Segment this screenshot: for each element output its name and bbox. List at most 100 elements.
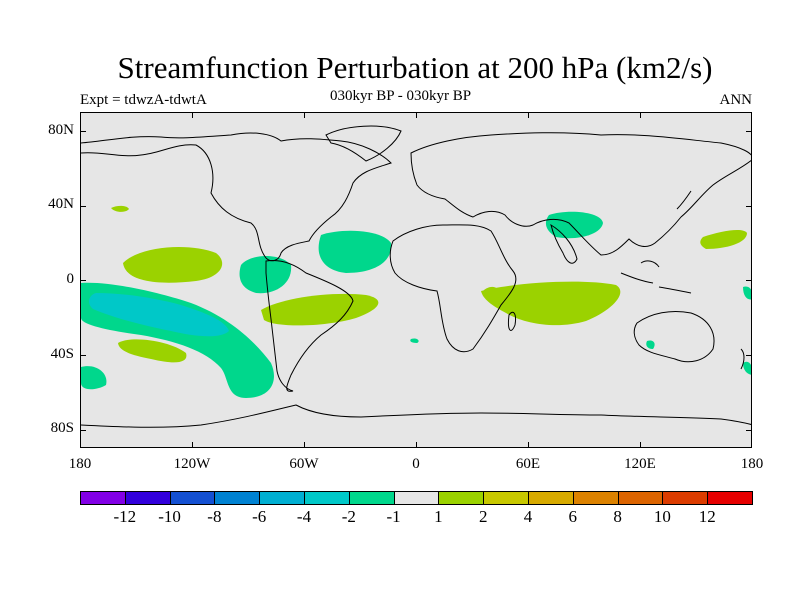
coastline-eurasia [410, 132, 751, 256]
anomaly-patch [318, 230, 392, 273]
negative-anomaly-shading [81, 211, 751, 398]
colorbar-label: 6 [568, 507, 578, 526]
lat-label-0: 0 [66, 271, 75, 287]
lon-label-0: 0 [412, 456, 420, 472]
colorbar-label: -1 [386, 507, 401, 526]
lat-tick [746, 131, 752, 132]
colorbar-label: 2 [478, 507, 488, 526]
colorbar-box [348, 491, 395, 505]
lon-tick [640, 442, 641, 448]
colorbar-box [304, 491, 350, 505]
lon-tick [528, 442, 529, 448]
lon-label-120w: 120W [173, 456, 211, 472]
colorbar-box [80, 491, 126, 505]
lon-label-60e: 60E [515, 456, 541, 472]
lat-tick [80, 430, 86, 431]
lon-label-180w: 180 [68, 456, 92, 472]
lon-tick [416, 442, 417, 448]
anomaly-patch [123, 247, 223, 283]
strong-negative-anomaly-shading [89, 293, 229, 337]
lon-label-60w: 60W [289, 456, 319, 472]
lon-tick [304, 442, 305, 448]
lat-tick [80, 131, 86, 132]
period-label: 030kyr BP - 030kyr BP [330, 88, 472, 104]
colorbar-label: 10 [653, 507, 671, 526]
coastline-new-zealand [740, 348, 745, 370]
colorbar-label: 8 [613, 507, 622, 526]
anomaly-patch [118, 339, 187, 363]
colorbar-label: -12 [113, 507, 137, 526]
lat-label-40n: 40N [48, 196, 74, 212]
chart-title: Streamfunction Perturbation at 200 hPa (… [117, 50, 713, 85]
colorbar-box [662, 491, 709, 505]
colorbar-label: -6 [252, 507, 267, 526]
anomaly-patch [743, 361, 751, 375]
lat-label-80n: 80N [48, 122, 74, 138]
colorbar-box [483, 491, 529, 505]
lat-tick [746, 355, 752, 356]
lat-tick [80, 206, 86, 207]
colorbar-label: 12 [698, 507, 716, 526]
anomaly-patch [111, 205, 129, 212]
lon-tick [192, 112, 193, 118]
anomaly-patch [261, 293, 379, 326]
anomaly-patch [410, 338, 419, 343]
coastline-antarctica [81, 404, 751, 428]
coastline-south-america [265, 260, 354, 392]
colorbar-box [393, 491, 440, 505]
colorbar-box [528, 491, 574, 505]
lat-label-80s: 80S [50, 420, 74, 436]
coastline-australia [633, 310, 715, 363]
lon-tick [640, 112, 641, 118]
colorbar-box [214, 491, 261, 505]
lon-tick [528, 112, 529, 118]
coastlines [81, 125, 751, 428]
lon-label-180e: 180 [740, 456, 764, 472]
lon-tick [304, 112, 305, 118]
colorbar-box [124, 491, 171, 505]
coastline-madagascar [508, 311, 516, 331]
colorbar-label: -2 [341, 507, 356, 526]
colorbar-box [438, 491, 485, 505]
map-canvas [81, 125, 751, 428]
lat-tick [746, 280, 752, 281]
anomaly-patch [743, 286, 751, 300]
lat-tick [80, 355, 86, 356]
lat-tick [746, 206, 752, 207]
colorbar-label: -10 [158, 507, 181, 526]
lon-tick [416, 112, 417, 118]
season-label: ANN [719, 92, 753, 108]
lon-tick [192, 442, 193, 448]
anomaly-patch [483, 286, 501, 300]
anomaly-patch [481, 281, 621, 326]
colorbar-label: 4 [523, 507, 533, 526]
anomaly-patch [545, 211, 603, 239]
coastline-africa [389, 224, 517, 353]
lon-label-120e: 120E [624, 456, 656, 472]
coastline-indonesia [620, 260, 692, 294]
colorbar [80, 491, 753, 505]
map-panel [80, 112, 752, 448]
anomaly-patch [239, 256, 292, 294]
anomaly-patch [81, 366, 107, 390]
anomaly-patch [700, 230, 747, 249]
lat-tick [746, 430, 752, 431]
colorbar-label: 1 [434, 507, 443, 526]
colorbar-label: -8 [207, 507, 222, 526]
colorbar-box [707, 491, 753, 505]
experiment-label: Expt = tdwzA-tdwtA [80, 92, 207, 108]
colorbar-box [572, 491, 619, 505]
colorbar-box [169, 491, 216, 505]
coastline-japan [676, 190, 692, 210]
coastline-india [550, 223, 578, 264]
lat-tick [80, 280, 86, 281]
lat-label-40s: 40S [50, 346, 74, 362]
anomaly-patch [646, 340, 655, 349]
coastline-greenland [325, 125, 402, 162]
coastline-north-america [81, 132, 392, 262]
colorbar-box [617, 491, 664, 505]
positive-anomaly-shading [111, 205, 747, 363]
colorbar-label: -4 [296, 507, 312, 526]
colorbar-box [259, 491, 305, 505]
anomaly-patch [89, 293, 229, 337]
